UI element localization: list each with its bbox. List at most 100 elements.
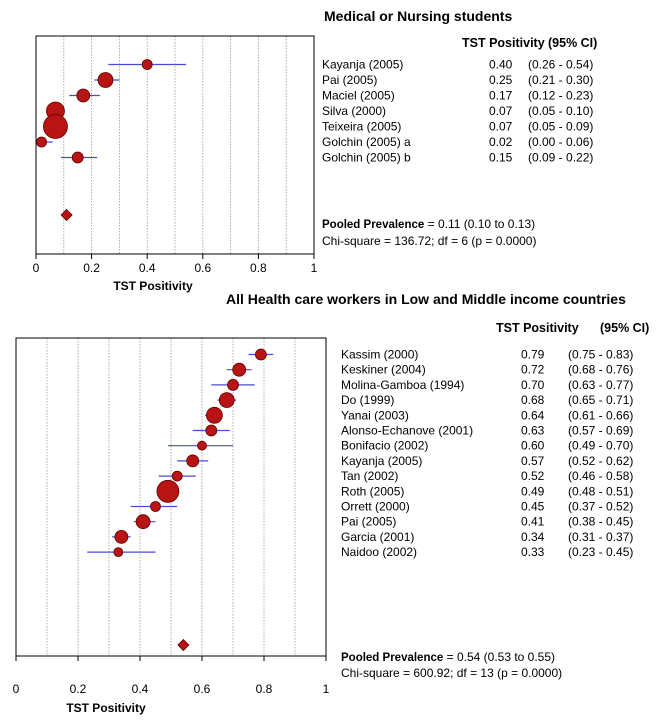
study-marker xyxy=(113,547,124,557)
study-value: 0.41 xyxy=(521,515,545,529)
study-label: Golchin (2005) b xyxy=(322,151,411,165)
study-label: Pai (2005) xyxy=(341,515,396,529)
pooled-prevalence-text: Pooled Prevalence = 0.54 (0.53 to 0.55) xyxy=(341,650,555,664)
forest-panel-2: All Health care workers in Low and Middl… xyxy=(13,291,650,715)
study-marker xyxy=(205,406,223,424)
study-marker xyxy=(43,114,68,139)
pooled-prevalence-label: Pooled Prevalence xyxy=(322,219,424,231)
x-tick-label: 0 xyxy=(13,682,20,696)
study-label: Tan (2002) xyxy=(341,469,398,483)
x-tick-label: 0.8 xyxy=(256,682,273,696)
pooled-diamond xyxy=(177,638,190,652)
study-marker xyxy=(114,530,129,544)
study-marker xyxy=(254,348,267,361)
study-label: Keskiner (2004) xyxy=(341,363,426,377)
plot-frame xyxy=(35,35,315,255)
study-value: 0.02 xyxy=(489,135,513,149)
x-tick-label: 0.6 xyxy=(194,261,211,275)
study-value: 0.79 xyxy=(521,348,545,362)
study-value: 0.15 xyxy=(489,151,513,165)
study-label: Kayanja (2005) xyxy=(322,58,403,72)
study-label: Maciel (2005) xyxy=(322,89,395,103)
study-label: Roth (2005) xyxy=(341,484,404,498)
study-ci: (0.31 - 0.37) xyxy=(568,530,633,544)
study-label: Yanai (2003) xyxy=(341,408,409,422)
study-value: 0.57 xyxy=(521,454,545,468)
study-ci: (0.61 - 0.66) xyxy=(568,408,633,422)
study-label: Teixeira (2005) xyxy=(322,120,401,134)
study-value: 0.25 xyxy=(489,73,513,87)
study-marker xyxy=(156,479,180,503)
study-ci: (0.05 - 0.10) xyxy=(528,104,593,118)
study-value: 0.63 xyxy=(521,424,545,438)
study-ci: (0.05 - 0.09) xyxy=(528,120,593,134)
forest-panel-1: Medical or Nursing students TST Positivit… xyxy=(33,8,598,293)
x-tick-label: 0.2 xyxy=(83,261,100,275)
study-label: Garcia (2001) xyxy=(341,530,414,544)
study-marker xyxy=(135,514,151,530)
study-marker xyxy=(76,88,91,103)
study-ci: (0.68 - 0.76) xyxy=(568,363,633,377)
x-tick-label: 0.6 xyxy=(194,682,211,696)
study-ci: (0.75 - 0.83) xyxy=(568,348,633,362)
chart-title: All Health care workers in Low and Middl… xyxy=(226,291,626,307)
study-ci: (0.21 - 0.30) xyxy=(528,73,593,87)
study-value: 0.07 xyxy=(489,104,513,118)
study-label: Do (1999) xyxy=(341,393,394,407)
pooled-prevalence-label: Pooled Prevalence xyxy=(341,652,443,664)
study-label: Silva (2000) xyxy=(322,104,386,118)
x-axis-title: TST Positivity xyxy=(113,279,193,293)
heterogeneity-text: Chi-square = 600.92; df = 13 (p = 0.0000… xyxy=(341,666,562,680)
study-value: 0.68 xyxy=(521,393,545,407)
study-value: 0.60 xyxy=(521,439,545,453)
study-ci: (0.38 - 0.45) xyxy=(568,515,633,529)
study-marker xyxy=(232,362,247,377)
x-axis-title: TST Positivity xyxy=(66,701,146,715)
study-marker xyxy=(71,151,84,164)
study-label: Alonso-Echanove (2001) xyxy=(341,424,473,438)
x-tick-label: 1 xyxy=(311,261,318,275)
column-header-ci: (95% CI) xyxy=(600,321,649,335)
study-marker xyxy=(36,136,47,148)
study-marker xyxy=(186,454,200,468)
x-tick-label: 1 xyxy=(323,682,330,696)
study-ci: (0.46 - 0.58) xyxy=(568,469,633,483)
study-marker xyxy=(150,501,161,512)
x-tick-label: 0.2 xyxy=(70,682,87,696)
x-tick-label: 0.4 xyxy=(132,682,149,696)
pooled-diamond xyxy=(60,208,73,222)
study-value: 0.17 xyxy=(489,89,513,103)
study-value: 0.72 xyxy=(521,363,545,377)
study-ci: (0.65 - 0.71) xyxy=(568,393,633,407)
x-tick-label: 0.4 xyxy=(139,261,156,275)
study-ci: (0.49 - 0.70) xyxy=(568,439,633,453)
pooled-prevalence-value: = 0.11 (0.10 to 0.13) xyxy=(424,217,535,231)
study-marker xyxy=(141,59,153,70)
study-value: 0.34 xyxy=(521,530,545,544)
study-value: 0.40 xyxy=(489,58,513,72)
heterogeneity-text: Chi-square = 136.72; df = 6 (p = 0.0000) xyxy=(322,234,536,248)
gridlines xyxy=(63,36,287,254)
study-value: 0.45 xyxy=(521,500,545,514)
study-marker xyxy=(227,378,239,391)
study-ci: (0.00 - 0.06) xyxy=(528,135,593,149)
study-label: Orrett (2000) xyxy=(341,500,410,514)
study-label: Golchin (2005) a xyxy=(322,135,411,149)
plot-frame xyxy=(15,337,327,657)
study-label: Pai (2005) xyxy=(322,73,377,87)
study-value: 0.33 xyxy=(521,545,545,559)
study-value: 0.70 xyxy=(521,378,545,392)
column-header-value: TST Positivity xyxy=(462,36,545,50)
study-value: 0.49 xyxy=(521,484,545,498)
study-ci: (0.26 - 0.54) xyxy=(528,58,593,72)
study-value: 0.07 xyxy=(489,120,513,134)
pooled-prevalence-value: = 0.54 (0.53 to 0.55) xyxy=(443,650,555,664)
study-label: Molina-Gamboa (1994) xyxy=(341,378,464,392)
study-ci: (0.23 - 0.45) xyxy=(568,545,633,559)
study-ci: (0.48 - 0.51) xyxy=(568,484,633,498)
study-label: Naidoo (2002) xyxy=(341,545,417,559)
column-header-ci: (95% CI) xyxy=(548,36,597,50)
study-ci: (0.37 - 0.52) xyxy=(568,500,633,514)
study-marker xyxy=(97,72,114,88)
column-header-value: TST Positivity xyxy=(496,321,579,335)
